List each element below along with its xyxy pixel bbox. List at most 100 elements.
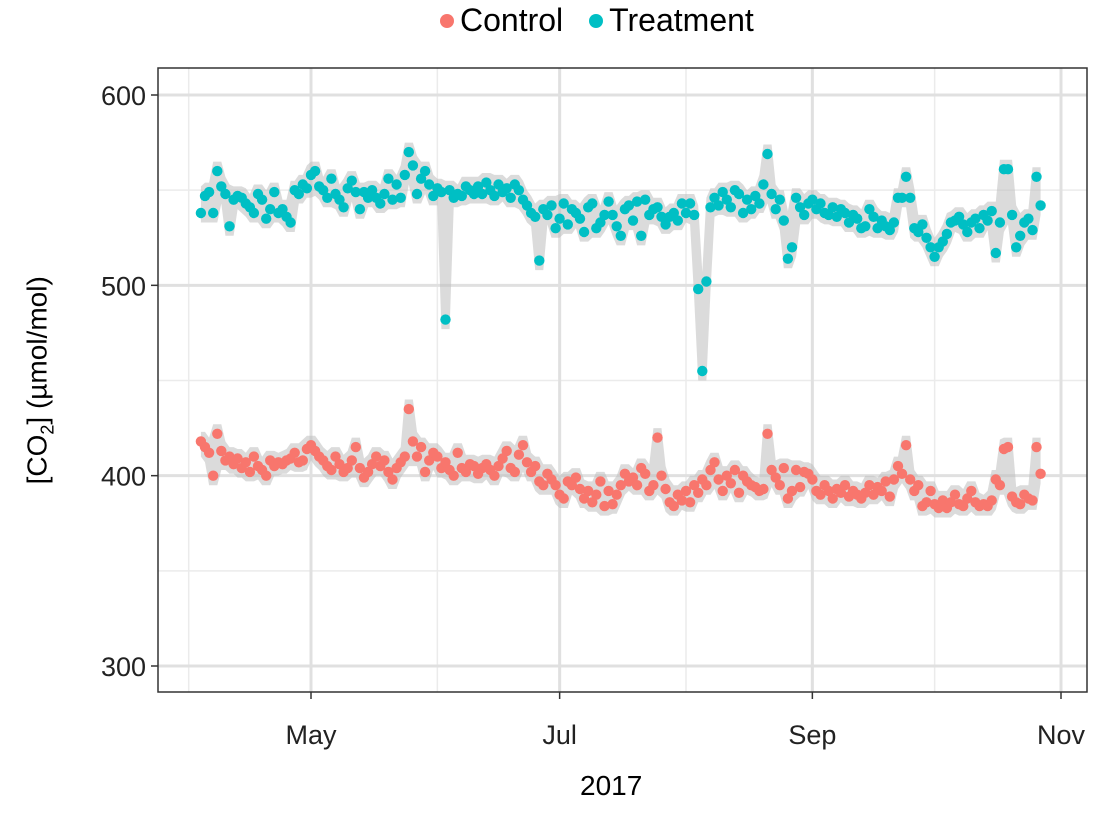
data-point-control (383, 466, 394, 478)
data-point-treatment (472, 181, 484, 192)
data-point-control (733, 487, 745, 498)
data-point-control (709, 457, 720, 468)
data-point-control (261, 470, 272, 481)
data-point-treatment (860, 221, 871, 232)
data-point-treatment (676, 198, 688, 209)
data-point-control (411, 451, 423, 462)
data-point-control (509, 466, 520, 478)
data-point-control (468, 460, 480, 472)
data-point-control (489, 470, 500, 481)
data-point-treatment (762, 148, 773, 160)
data-point-treatment (212, 165, 223, 177)
data-point-control (212, 428, 223, 439)
data-point-control (591, 489, 602, 500)
data-point-treatment (1023, 213, 1034, 224)
data-point-treatment (338, 202, 349, 213)
data-point-control (656, 470, 667, 481)
data-point-control (631, 480, 643, 491)
x-tick-label: Jul (542, 720, 577, 750)
y-axis-title-subscript: 2 (37, 424, 58, 435)
data-point-treatment (697, 365, 708, 377)
data-point-control (892, 460, 904, 472)
data-point-control (693, 487, 704, 498)
data-point-control (399, 451, 410, 462)
data-point-treatment (974, 223, 985, 234)
y-tick-label: 500 (101, 271, 146, 301)
data-point-control (342, 462, 353, 474)
data-point-control (521, 457, 533, 468)
data-point-treatment (896, 192, 908, 203)
data-point-control (611, 489, 622, 500)
data-point-treatment (827, 202, 838, 213)
data-point-control (680, 485, 692, 497)
data-point-control (497, 453, 508, 464)
data-point-control (574, 483, 586, 495)
data-point-treatment (746, 204, 757, 215)
data-point-treatment (513, 185, 525, 196)
data-point-control (888, 474, 900, 485)
data-point-control (966, 485, 977, 497)
data-point-treatment (293, 188, 304, 200)
data-point-control (448, 470, 459, 481)
data-point-control (379, 455, 390, 466)
data-point-control (460, 466, 472, 478)
data-point-control (350, 441, 361, 453)
data-point-control (208, 470, 219, 481)
data-point-control (884, 491, 895, 502)
data-point-treatment (986, 205, 997, 217)
data-point-control (452, 447, 463, 458)
data-point-control (354, 462, 366, 474)
data-point-treatment (269, 186, 280, 198)
data-point-treatment (599, 209, 610, 221)
data-point-control (334, 459, 345, 470)
data-point-treatment (872, 223, 883, 234)
data-point-treatment (1006, 209, 1018, 221)
data-point-treatment (790, 192, 802, 203)
data-point-treatment (1035, 200, 1046, 211)
data-point-control (640, 468, 651, 479)
data-point-control (1027, 495, 1038, 506)
data-point-control (933, 502, 944, 514)
data-point-treatment (391, 179, 402, 190)
data-point-control (762, 428, 773, 439)
data-point-control (815, 489, 826, 500)
data-point-control (900, 440, 912, 451)
data-point-control (570, 472, 582, 483)
data-point-treatment (815, 198, 826, 209)
data-point-treatment (195, 207, 207, 219)
data-point-control (440, 457, 451, 468)
legend: Control Treatment (440, 2, 772, 39)
data-point-control (415, 441, 427, 453)
data-point-control (725, 478, 736, 489)
data-point-control (232, 453, 243, 464)
data-point-control (627, 472, 639, 483)
data-point-control (615, 480, 626, 491)
data-point-control (766, 464, 777, 476)
data-point-treatment (574, 213, 586, 224)
data-point-treatment (717, 186, 728, 198)
data-point-control (835, 487, 847, 498)
data-point-treatment (627, 215, 639, 226)
data-point-control (913, 480, 924, 491)
data-point-control (994, 480, 1006, 491)
y-axis-title: [CO2] (µmol/mol) (22, 190, 59, 570)
data-point-treatment (900, 171, 912, 182)
data-point-treatment (852, 213, 863, 224)
data-point-treatment (1015, 230, 1026, 241)
data-point-control (403, 403, 414, 415)
y-axis-title-prefix: [CO (21, 434, 53, 485)
data-point-treatment (937, 236, 948, 247)
data-point-control (538, 480, 549, 491)
data-point-control (648, 480, 659, 491)
data-point-treatment (689, 209, 700, 221)
data-point-treatment (770, 204, 781, 215)
data-point-treatment (725, 202, 736, 213)
y-tick-label: 600 (101, 81, 146, 111)
data-point-treatment (778, 215, 789, 226)
ribbon-treatment (200, 142, 1041, 381)
data-point-treatment (884, 224, 895, 236)
data-point-control (986, 495, 997, 506)
data-point-treatment (1027, 224, 1038, 236)
data-point-treatment (994, 217, 1006, 228)
x-axis-title: 2017 (580, 770, 643, 801)
